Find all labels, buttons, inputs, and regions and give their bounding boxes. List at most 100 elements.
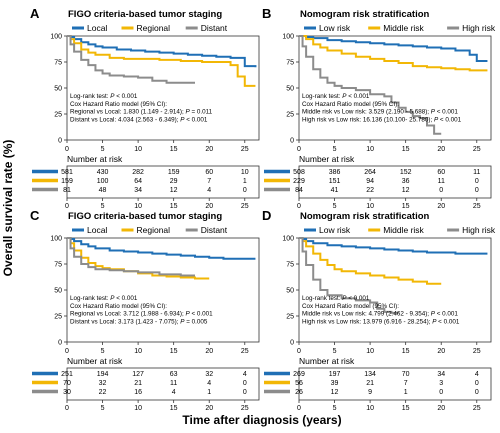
risk-x-tick-label: 0 [297, 203, 301, 210]
series-line-high-risk [299, 35, 442, 135]
x-tick-label: 15 [170, 348, 178, 355]
x-tick-label: 20 [437, 146, 445, 153]
risk-value: 282 [132, 169, 144, 176]
risk-title: Number at risk [67, 356, 123, 366]
legend-label: High risk [462, 23, 496, 33]
risk-value: 7 [404, 380, 408, 387]
risk-x-tick-label: 25 [241, 405, 249, 412]
risk-value: 10 [241, 169, 249, 176]
figure-ylabel: Overall survival rate (%) [1, 140, 15, 277]
panel-letter: A [30, 6, 40, 21]
legend-label: Low risk [319, 225, 351, 235]
x-tick-label: 10 [134, 348, 142, 355]
series-line-low-risk [299, 237, 488, 255]
x-tick-label: 10 [366, 348, 374, 355]
risk-value: 39 [331, 380, 339, 387]
y-tick-label: 50 [54, 288, 62, 295]
risk-value: 11 [438, 178, 445, 185]
risk-value: 229 [293, 178, 305, 185]
stats-line: Middle risk vs Low risk: 4.799 (2.462 - … [302, 311, 458, 318]
risk-title: Number at risk [299, 356, 355, 366]
risk-value: 0 [243, 380, 247, 387]
stats-line: Middle risk vs Low risk: 3.529 (2.190 - … [302, 109, 458, 116]
risk-value: 12 [331, 389, 339, 396]
risk-value: 0 [439, 389, 443, 396]
risk-x-tick-label: 20 [205, 405, 213, 412]
stats-line: Regional vs Local: 1.830 (1.149 - 2.914)… [70, 109, 213, 116]
y-tick-label: 75 [54, 262, 62, 269]
stats-line: High risk vs Low risk: 16.136 (10.100- 2… [302, 116, 462, 123]
risk-value: 3 [439, 380, 443, 387]
risk-value: 26 [295, 389, 303, 396]
series-line-distant [67, 237, 195, 277]
legend-label: Middle risk [383, 225, 424, 235]
risk-x-tick-label: 5 [101, 203, 105, 210]
risk-value: 64 [134, 178, 142, 185]
x-tick-label: 20 [205, 348, 213, 355]
y-tick-label: 50 [286, 86, 294, 93]
legend-label: Local [87, 225, 107, 235]
risk-x-tick-label: 15 [170, 405, 178, 412]
x-tick-label: 15 [402, 146, 410, 153]
risk-value: 1 [404, 389, 408, 396]
legend-label: High risk [462, 225, 496, 235]
risk-x-tick-label: 15 [402, 405, 410, 412]
risk-x-tick-label: 5 [333, 405, 337, 412]
panel-title: FIGO criteria-based tumor staging [68, 9, 222, 20]
risk-x-tick-label: 25 [473, 405, 481, 412]
risk-value: 84 [295, 187, 303, 194]
risk-x-tick-label: 0 [297, 405, 301, 412]
risk-x-tick-label: 20 [205, 203, 213, 210]
risk-value: 56 [295, 380, 303, 387]
plot-frame [298, 35, 492, 141]
risk-value: 197 [329, 371, 341, 378]
risk-value: 63 [170, 371, 178, 378]
risk-value: 21 [134, 380, 142, 387]
y-tick-label: 50 [54, 86, 62, 93]
risk-value: 7 [207, 178, 211, 185]
y-tick-label: 75 [54, 60, 62, 67]
x-tick-label: 0 [65, 146, 69, 153]
stats-line: Cox Hazard Ratio model (95% CI): [302, 303, 399, 310]
risk-value: 48 [99, 187, 107, 194]
x-tick-label: 15 [170, 146, 178, 153]
legend-label: Regional [137, 225, 171, 235]
stats-line: Distant vs Local: 3.173 (1.423 - 7.075);… [70, 318, 208, 325]
risk-value: 12 [170, 187, 178, 194]
x-tick-label: 5 [101, 348, 105, 355]
risk-x-tick-label: 5 [333, 203, 337, 210]
stats-line: Distant vs Local: 4.034 (2.563 - 6.349);… [70, 116, 208, 123]
x-tick-label: 0 [297, 146, 301, 153]
risk-value: 22 [99, 389, 107, 396]
series-line-middle-risk [299, 237, 442, 285]
risk-value: 0 [475, 187, 479, 194]
figure-xlabel: Time after diagnosis (years) [182, 413, 341, 427]
y-tick-label: 25 [286, 314, 294, 321]
risk-value: 36 [402, 178, 410, 185]
panel-title: Nomogram risk stratification [300, 9, 430, 20]
risk-value: 21 [366, 380, 374, 387]
stats-line: Cox Hazard Ratio model (95% CI): [70, 101, 167, 108]
legend-label: Regional [137, 23, 171, 33]
risk-table-frame [298, 367, 492, 401]
panel-C: C FIGO criteria-based tumor staging Local R… [30, 208, 260, 412]
legend: Low risk Middle risk High risk [304, 225, 496, 235]
risk-value: 12 [402, 187, 410, 194]
risk-value: 34 [134, 187, 142, 194]
panel-A: A FIGO criteria-based tumor staging Local R… [30, 6, 260, 210]
legend-label: Distant [201, 23, 228, 33]
series-line-high-risk [299, 237, 399, 314]
risk-value: 32 [99, 380, 107, 387]
stats-line: Regional vs Local: 3.712 (1.988 - 6.934)… [70, 311, 213, 318]
risk-value: 581 [61, 169, 73, 176]
risk-x-tick-label: 10 [134, 203, 142, 210]
risk-value: 60 [437, 169, 445, 176]
series-line-local [67, 237, 256, 260]
risk-value: 100 [97, 178, 109, 185]
risk-value: 269 [293, 371, 305, 378]
x-tick-label: 10 [366, 146, 374, 153]
y-tick-label: 75 [286, 262, 294, 269]
y-tick-label: 100 [282, 34, 294, 41]
y-tick-label: 0 [290, 138, 294, 145]
risk-value: 30 [63, 389, 71, 396]
